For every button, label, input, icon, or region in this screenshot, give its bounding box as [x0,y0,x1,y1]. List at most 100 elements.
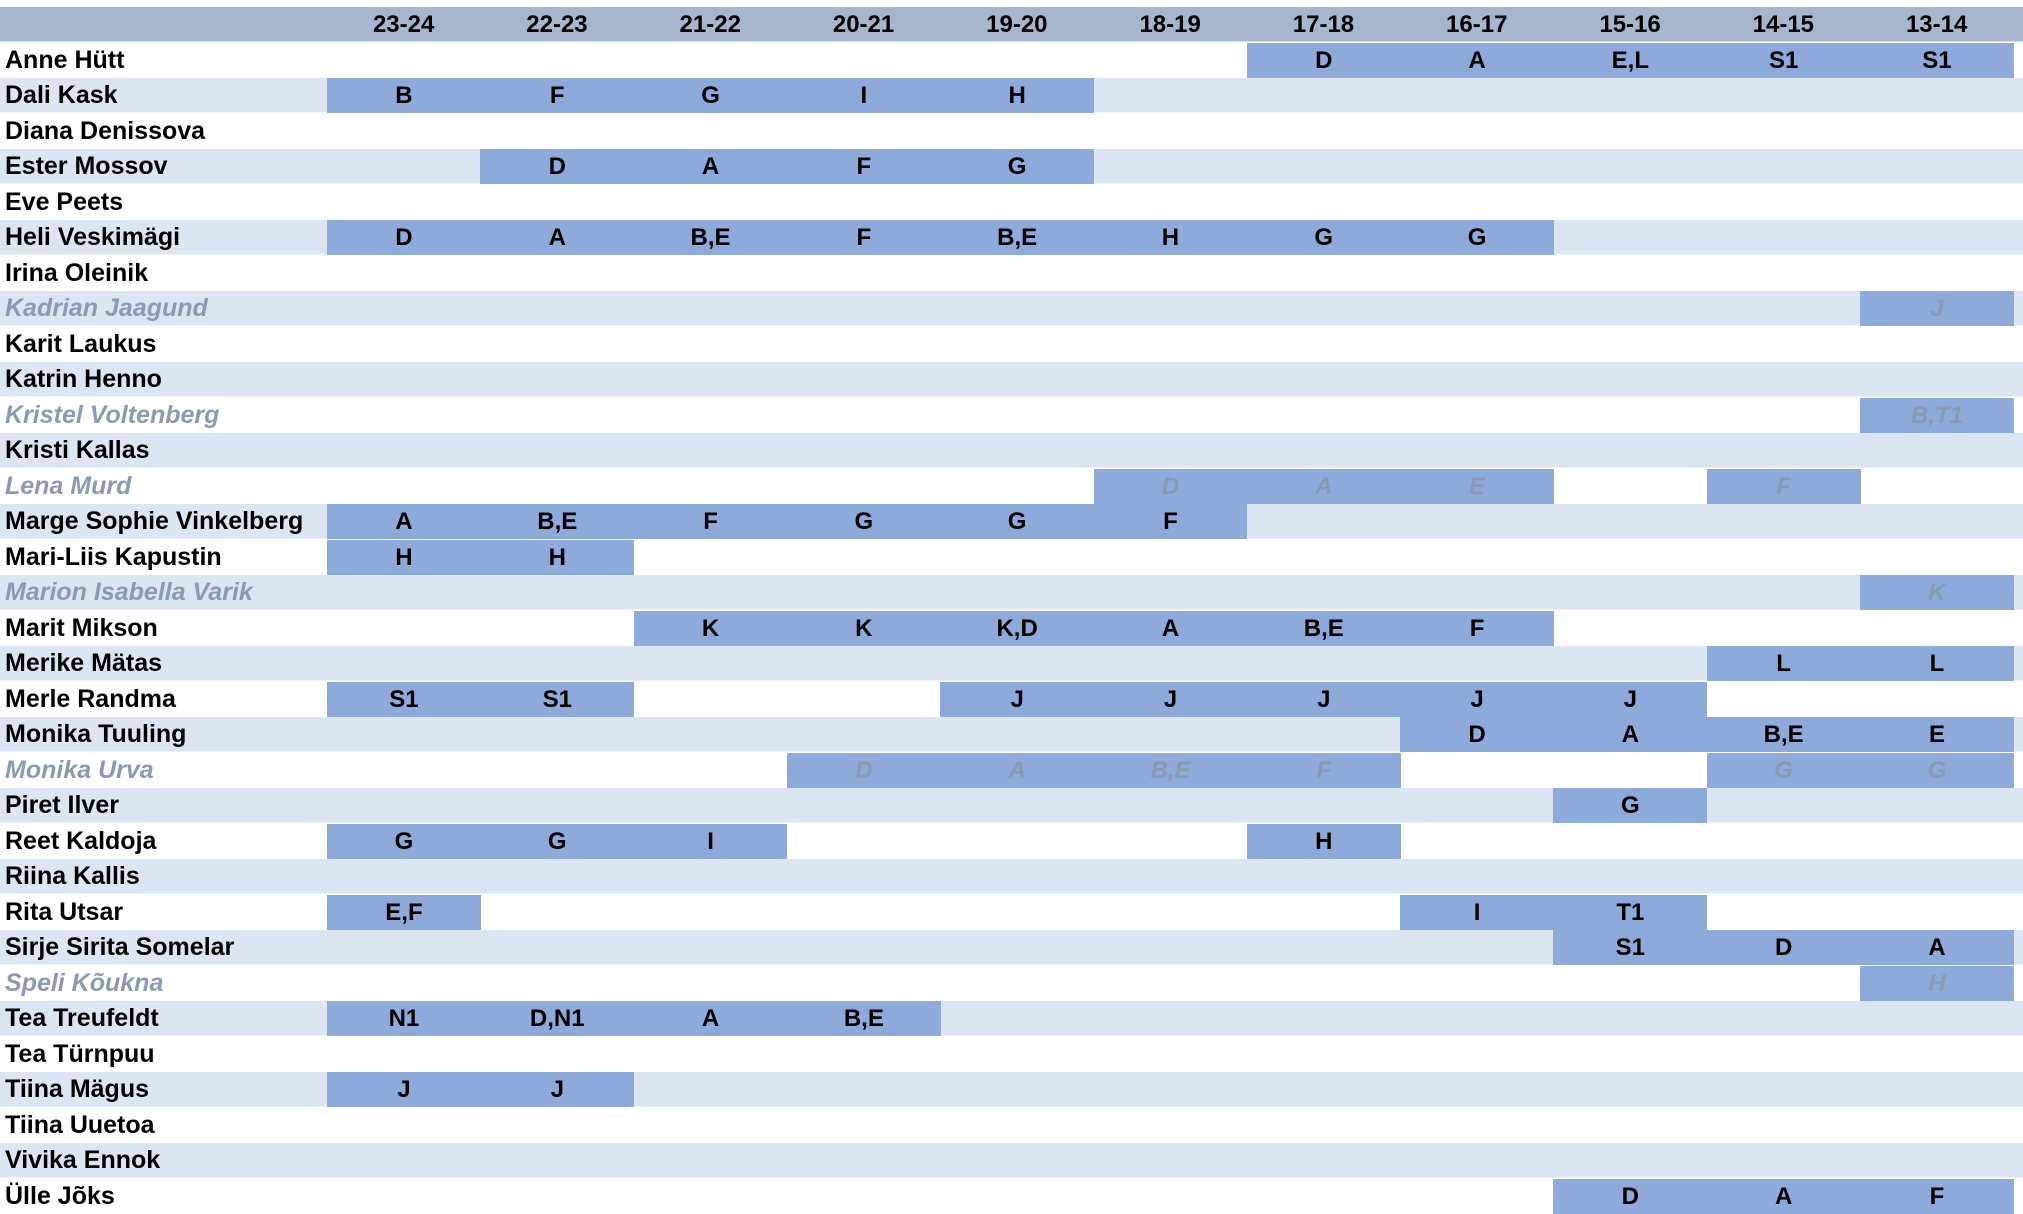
member-row: Sirje Sirita Somelar S1 D A [0,930,2023,965]
role-cell: D [1246,42,1401,78]
member-row: Katrin Henno [0,362,2023,397]
season-header: 21-22 [679,11,741,38]
role-cell: I [786,78,941,113]
member-row: Eve Peets [0,184,2023,220]
role-cell: B,E [1093,752,1248,788]
member-name: Eve Peets [5,187,124,216]
role-cell: K [1860,575,2014,610]
member-name: Tiina Uuetoa [5,1110,155,1139]
role-cell: B,E [633,220,788,255]
season-header: 16-17 [1446,11,1508,38]
role-cell: F [633,504,788,539]
role-cell: F [786,149,941,184]
member-name: Marit Mikson [5,613,158,642]
role-cell: B,E [940,220,1095,255]
role-cell: S1 [480,681,635,717]
member-name: Sirje Sirita Somelar [5,933,235,961]
role-cell: G [940,504,1095,539]
role-cell: J [1553,681,1708,717]
member-name: Merle Randma [5,684,176,713]
member-name: Anne Hütt [5,45,125,74]
role-cell: D [480,149,635,184]
role-cell: A [633,149,788,184]
member-name: Speli Kõukna [5,968,164,997]
role-cell: J [327,1072,481,1107]
role-cell: A [940,752,1095,788]
role-cell: G [1860,752,2014,788]
role-cell: A [327,504,481,539]
role-cell: F [1093,504,1248,539]
member-name: Reet Kaldoja [5,826,157,855]
role-cell: F [480,78,635,113]
member-row: Tea Türnpuu [0,1036,2023,1072]
member-name: Ülle Jõks [5,1181,115,1210]
season-header: 14-15 [1752,11,1815,38]
role-cell: E [1400,468,1554,504]
member-row: Tea Treufeldt N1 D,N1 A B,E [0,1001,2023,1036]
member-row: Diana Denissova [0,113,2023,149]
role-cell: H [327,539,481,575]
member-name: Katrin Henno [5,365,162,393]
member-row: Kristel Voltenberg B,T1 [0,397,2023,433]
role-cell: B,T1 [1860,397,2014,433]
member-row: Karit Laukus [0,326,2023,362]
role-cell: J [480,1072,635,1107]
role-cell: B,E [1246,610,1401,646]
role-cell: D [327,220,481,255]
member-row: Heli Veskimägi D A B,E F B,E H G G [0,220,2023,255]
role-cell: F [1246,752,1401,788]
member-row: Ülle Jõks D A F [0,1178,2023,1214]
role-cell: I [633,823,788,859]
member-name: Kadrian Jaagund [5,294,208,322]
member-row: Mari-Liis Kapustin H H [0,539,2023,575]
role-cell: K [786,610,941,646]
member-name: Ester Mossov [5,152,168,180]
member-row: Kadrian Jaagund J [0,291,2023,326]
role-cell: F [1706,468,1861,504]
role-cell: D,N1 [480,1001,635,1036]
member-name: Marge Sophie Vinkelberg [5,507,304,535]
member-name: Monika Urva [5,755,154,784]
role-cell: J [1246,681,1401,717]
role-cell: L [1706,646,1861,681]
role-cell: A [1860,930,2014,965]
role-cell: A [1706,1178,1861,1214]
role-cell: G [1400,220,1554,255]
role-cell: F [1400,610,1554,646]
member-row: Lena Murd D A E F [0,468,2023,504]
membership-grid: 23-24 22-23 21-22 20-21 19-20 18-19 17-18 16-17… [0,7,2023,1214]
role-cell: T1 [1553,894,1708,930]
member-row: Riina Kallis [0,859,2023,894]
member-name: Lena Murd [5,471,132,500]
role-cell: H [1246,823,1401,859]
role-cell: H [480,539,635,575]
member-row: Tiina Mägus J J [0,1072,2023,1107]
member-row: Marit Mikson K K K,D A B,E F [0,610,2023,646]
season-header: 20-21 [832,11,895,38]
season-header: 15-16 [1599,11,1661,38]
role-cell: K [633,610,788,646]
member-name: Kristi Kallas [5,436,150,464]
member-row: Anne Hütt D A E,L S1 S1 [0,42,2023,78]
role-cell: H [1860,965,2014,1001]
role-cell: J [1860,291,2014,326]
member-name: Rita Utsar [5,897,124,926]
member-row: Monika Urva D A B,E F G G [0,752,2023,788]
role-cell: L [1860,646,2014,681]
role-cell: G [480,823,635,859]
member-name: Mari-Liis Kapustin [5,542,222,571]
member-name: Tea Türnpuu [5,1039,155,1068]
member-row: Tiina Uuetoa [0,1107,2023,1143]
header-row: 23-24 22-23 21-22 20-21 19-20 18-19 17-18 16-17… [0,7,2023,42]
role-cell: E,L [1553,42,1708,78]
role-cell: B,E [480,504,635,539]
member-row: Rita Utsar E,F I T1 [0,894,2023,930]
member-row: Irina Oleinik [0,255,2023,291]
role-cell: G [1246,220,1401,255]
role-cell: N1 [327,1001,481,1036]
role-cell: B [327,78,481,113]
role-cell: D [1093,468,1248,504]
role-cell: G [633,78,788,113]
role-cell: G [786,504,941,539]
role-cell: S1 [327,681,481,717]
